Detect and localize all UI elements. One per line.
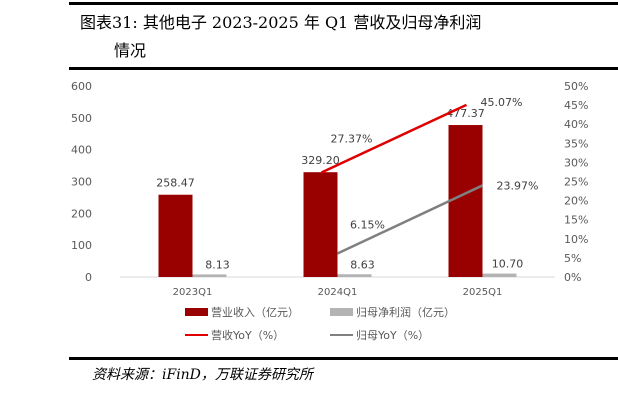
category-label: 2025Q1: [463, 287, 503, 298]
right-tick-label: 5%: [564, 252, 581, 265]
data-label: 258.47: [156, 177, 195, 190]
legend-label: 归母净利润（亿元）: [356, 305, 455, 319]
left-tick-label: 100: [71, 239, 92, 252]
left-tick-label: 500: [71, 112, 92, 125]
data-label: 45.07%: [481, 96, 523, 109]
legend-label: 归母YoY（%）: [356, 328, 429, 342]
right-tick-label: 45%: [564, 99, 588, 112]
line-revenue-yoy: [320, 103, 468, 174]
right-tick-label: 30%: [564, 156, 588, 169]
left-tick-label: 200: [71, 207, 92, 220]
line-profit-yoy: [336, 184, 484, 255]
data-label: 8.13: [205, 258, 230, 271]
bar-profit: [192, 274, 227, 277]
data-label: 8.63: [350, 258, 375, 271]
legend-label: 营业收入（亿元）: [211, 305, 299, 319]
data-label: 10.70: [492, 258, 524, 271]
data-label: 477.37: [446, 107, 485, 120]
right-tick-label: 40%: [564, 118, 588, 131]
bar-revenue: [158, 194, 193, 277]
data-label: 329.20: [301, 154, 340, 167]
right-tick-label: 25%: [564, 176, 588, 189]
chart: 0 100 200 300 400 500 600 0% 5% 10% 15% 20% 25% 30% 35…: [71, 80, 588, 342]
bottom-rule: [69, 357, 618, 360]
figure-title-cont: 情况: [114, 41, 147, 60]
title-rule: [69, 67, 618, 70]
category-label: 2023Q1: [173, 287, 213, 298]
left-tick-label: 400: [71, 144, 92, 157]
title-block: 图表31: 其他电子 2023-2025 年 Q1 营收及归母净利润 情况: [0, 5, 618, 67]
right-tick-label: 50%: [564, 80, 588, 93]
bar-revenue: [448, 125, 483, 277]
left-tick-label: 600: [71, 80, 92, 93]
bar-profit: [482, 273, 517, 277]
right-tick-label: 35%: [564, 137, 588, 150]
figure: 图表31: 其他电子 2023-2025 年 Q1 营收及归母净利润 情况 0 1…: [0, 2, 618, 390]
right-tick-label: 10%: [564, 233, 588, 246]
data-label: 6.15%: [350, 219, 385, 232]
top-rule: [69, 2, 618, 5]
left-tick-label: 0: [85, 271, 92, 284]
data-label: 23.97%: [497, 179, 539, 192]
data-label: 27.37%: [331, 132, 373, 145]
left-tick-label: 300: [71, 176, 92, 189]
legend-swatch: [185, 308, 208, 316]
bar-profit: [337, 274, 372, 277]
figure-title: 图表31: 其他电子 2023-2025 年 Q1 营收及归母净利润: [80, 13, 482, 32]
right-tick-label: 15%: [564, 214, 588, 227]
legend-swatch: [330, 308, 353, 316]
right-tick-label: 20%: [564, 195, 588, 208]
source-note: 资料来源：iFinD，万联证券研究所: [92, 367, 313, 383]
category-label: 2024Q1: [318, 287, 358, 298]
plot-area: 0 100 200 300 400 500 600 0% 5% 10% 15% 20% 25% 30% 35…: [71, 80, 588, 342]
legend-label: 营收YoY（%）: [211, 328, 284, 342]
bar-revenue: [303, 172, 338, 277]
right-tick-label: 0%: [564, 271, 581, 284]
